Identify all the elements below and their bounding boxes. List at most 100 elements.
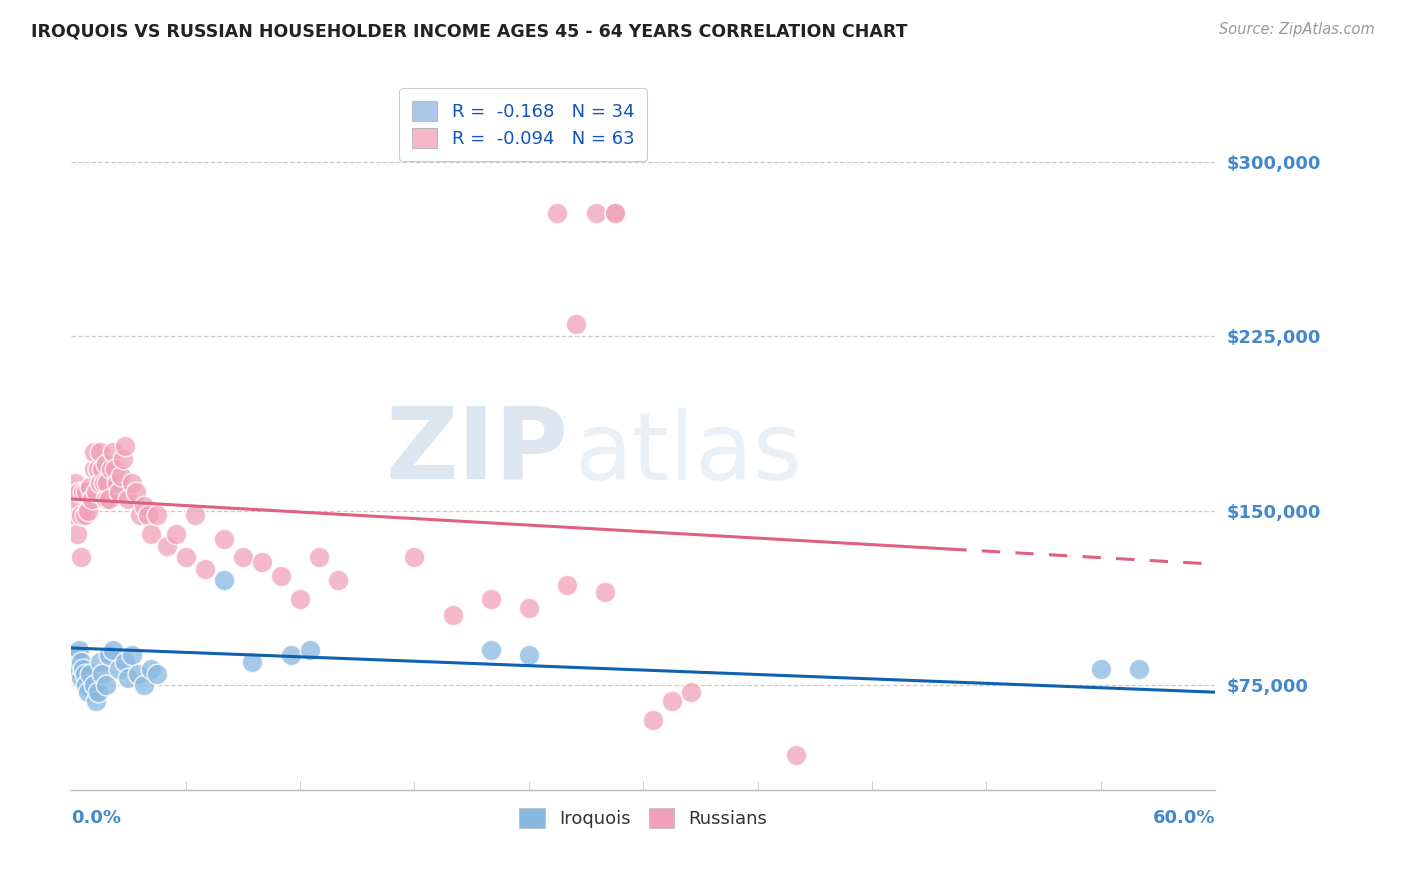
Point xyxy=(103,643,125,657)
Point xyxy=(79,480,101,494)
Point xyxy=(105,475,128,490)
Point xyxy=(110,468,132,483)
Point xyxy=(94,457,117,471)
Point xyxy=(76,678,98,692)
Point xyxy=(84,694,107,708)
Point xyxy=(308,550,330,565)
Point xyxy=(141,527,163,541)
Point xyxy=(89,475,111,490)
Point xyxy=(90,666,112,681)
Point xyxy=(100,462,122,476)
Point xyxy=(87,685,110,699)
Point xyxy=(89,655,111,669)
Point xyxy=(103,445,125,459)
Point xyxy=(108,662,131,676)
Point xyxy=(132,499,155,513)
Point xyxy=(565,318,588,332)
Point xyxy=(108,485,131,500)
Point xyxy=(132,678,155,692)
Point xyxy=(155,539,177,553)
Point xyxy=(184,508,207,523)
Point xyxy=(93,475,115,490)
Point xyxy=(127,666,149,681)
Point xyxy=(77,685,100,699)
Point xyxy=(240,655,263,669)
Point xyxy=(288,592,311,607)
Point xyxy=(83,678,105,692)
Point xyxy=(121,475,143,490)
Point xyxy=(280,648,302,662)
Point xyxy=(66,662,89,676)
Point xyxy=(212,574,235,588)
Point xyxy=(546,206,568,220)
Point xyxy=(404,550,426,565)
Point xyxy=(63,648,86,662)
Text: ZIP: ZIP xyxy=(387,402,569,500)
Text: 60.0%: 60.0% xyxy=(1153,808,1215,827)
Point xyxy=(77,503,100,517)
Text: atlas: atlas xyxy=(575,409,803,500)
Point xyxy=(661,694,683,708)
Point xyxy=(111,452,134,467)
Point xyxy=(298,643,321,657)
Point xyxy=(76,485,98,500)
Point xyxy=(174,550,197,565)
Point xyxy=(66,491,89,506)
Point xyxy=(212,532,235,546)
Point xyxy=(117,491,139,506)
Point xyxy=(94,678,117,692)
Text: 0.0%: 0.0% xyxy=(72,808,121,827)
Point xyxy=(96,475,118,490)
Point xyxy=(114,438,136,452)
Point xyxy=(89,445,111,459)
Point xyxy=(641,713,664,727)
Point xyxy=(1128,662,1150,676)
Point xyxy=(146,508,169,523)
Point xyxy=(441,608,464,623)
Point xyxy=(83,445,105,459)
Point xyxy=(63,475,86,490)
Point xyxy=(90,462,112,476)
Point xyxy=(479,643,502,657)
Point xyxy=(141,662,163,676)
Point xyxy=(593,585,616,599)
Point xyxy=(785,747,807,762)
Point xyxy=(73,508,96,523)
Text: Source: ZipAtlas.com: Source: ZipAtlas.com xyxy=(1219,22,1375,37)
Point xyxy=(69,508,91,523)
Point xyxy=(1090,662,1112,676)
Point xyxy=(250,555,273,569)
Point xyxy=(69,655,91,669)
Point xyxy=(603,206,626,220)
Point xyxy=(79,666,101,681)
Point xyxy=(66,527,89,541)
Point xyxy=(117,671,139,685)
Point xyxy=(104,462,127,476)
Point xyxy=(603,206,626,220)
Point xyxy=(82,491,104,506)
Point xyxy=(94,491,117,506)
Point xyxy=(98,648,121,662)
Point xyxy=(125,485,148,500)
Point xyxy=(585,206,607,220)
Legend: Iroquois, Russians: Iroquois, Russians xyxy=(512,801,775,835)
Point xyxy=(146,666,169,681)
Point xyxy=(121,648,143,662)
Point xyxy=(270,569,292,583)
Point xyxy=(84,485,107,500)
Point xyxy=(479,592,502,607)
Point xyxy=(72,662,94,676)
Point xyxy=(98,491,121,506)
Point xyxy=(517,601,540,615)
Point xyxy=(328,574,350,588)
Point xyxy=(517,648,540,662)
Point xyxy=(72,485,94,500)
Point xyxy=(73,666,96,681)
Point xyxy=(67,485,90,500)
Point xyxy=(62,508,84,523)
Point xyxy=(136,508,159,523)
Point xyxy=(165,527,187,541)
Point xyxy=(114,655,136,669)
Point xyxy=(83,462,105,476)
Point xyxy=(679,685,702,699)
